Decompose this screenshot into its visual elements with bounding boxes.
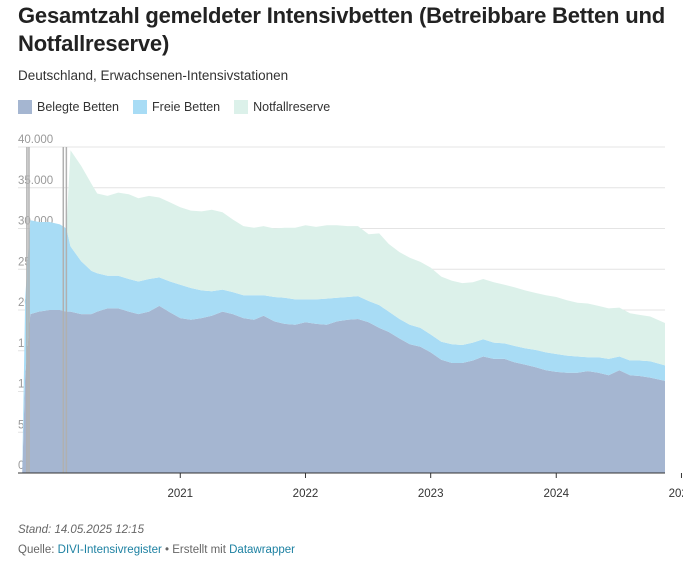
legend-label-freie: Freie Betten: [152, 100, 221, 114]
created-prefix: • Erstellt mit: [161, 544, 230, 556]
x-tick-label-2022: 2022: [293, 488, 319, 500]
x-tick-label-2025: 2025: [669, 488, 683, 500]
legend-item-freie: Freie Betten: [133, 100, 220, 114]
y-tick-label-8: 40.000: [18, 134, 53, 146]
legend: Belegte Betten Freie Betten Notfallreser…: [18, 100, 344, 114]
chart-title: Gesamtzahl gemeldeter Intensivbetten (Be…: [18, 3, 665, 56]
source-line: Quelle: DIVI-Intensivregister • Erstellt…: [18, 544, 295, 556]
timestamp: Stand: 14.05.2025 12:15: [18, 524, 144, 536]
legend-item-notfall: Notfallreserve: [234, 100, 330, 114]
source-prefix: Quelle:: [18, 544, 58, 556]
legend-swatch-belegte: [18, 100, 32, 114]
legend-swatch-notfall: [234, 100, 249, 114]
x-tick-label-2023: 2023: [418, 488, 444, 500]
y-tick-label-0: 0: [18, 460, 24, 472]
y-tick-label-7: 35.000: [18, 175, 53, 187]
legend-item-belegte: Belegte Betten: [18, 100, 119, 114]
series-area-3: [22, 150, 665, 474]
x-tick-label-2021: 2021: [167, 488, 193, 500]
legend-label-belegte: Belegte Betten: [37, 100, 120, 114]
legend-swatch-freie: [133, 100, 148, 114]
datawrapper-link[interactable]: Datawrapper: [229, 544, 295, 556]
legend-label-notfall: Notfallreserve: [253, 100, 331, 114]
chart-subtitle: Deutschland, Erwachsenen-Intensivstation…: [18, 68, 289, 83]
source-link[interactable]: DIVI-Intensivregister: [57, 544, 162, 556]
x-tick-label-2024: 2024: [543, 488, 569, 500]
series-area-1: [22, 305, 665, 473]
